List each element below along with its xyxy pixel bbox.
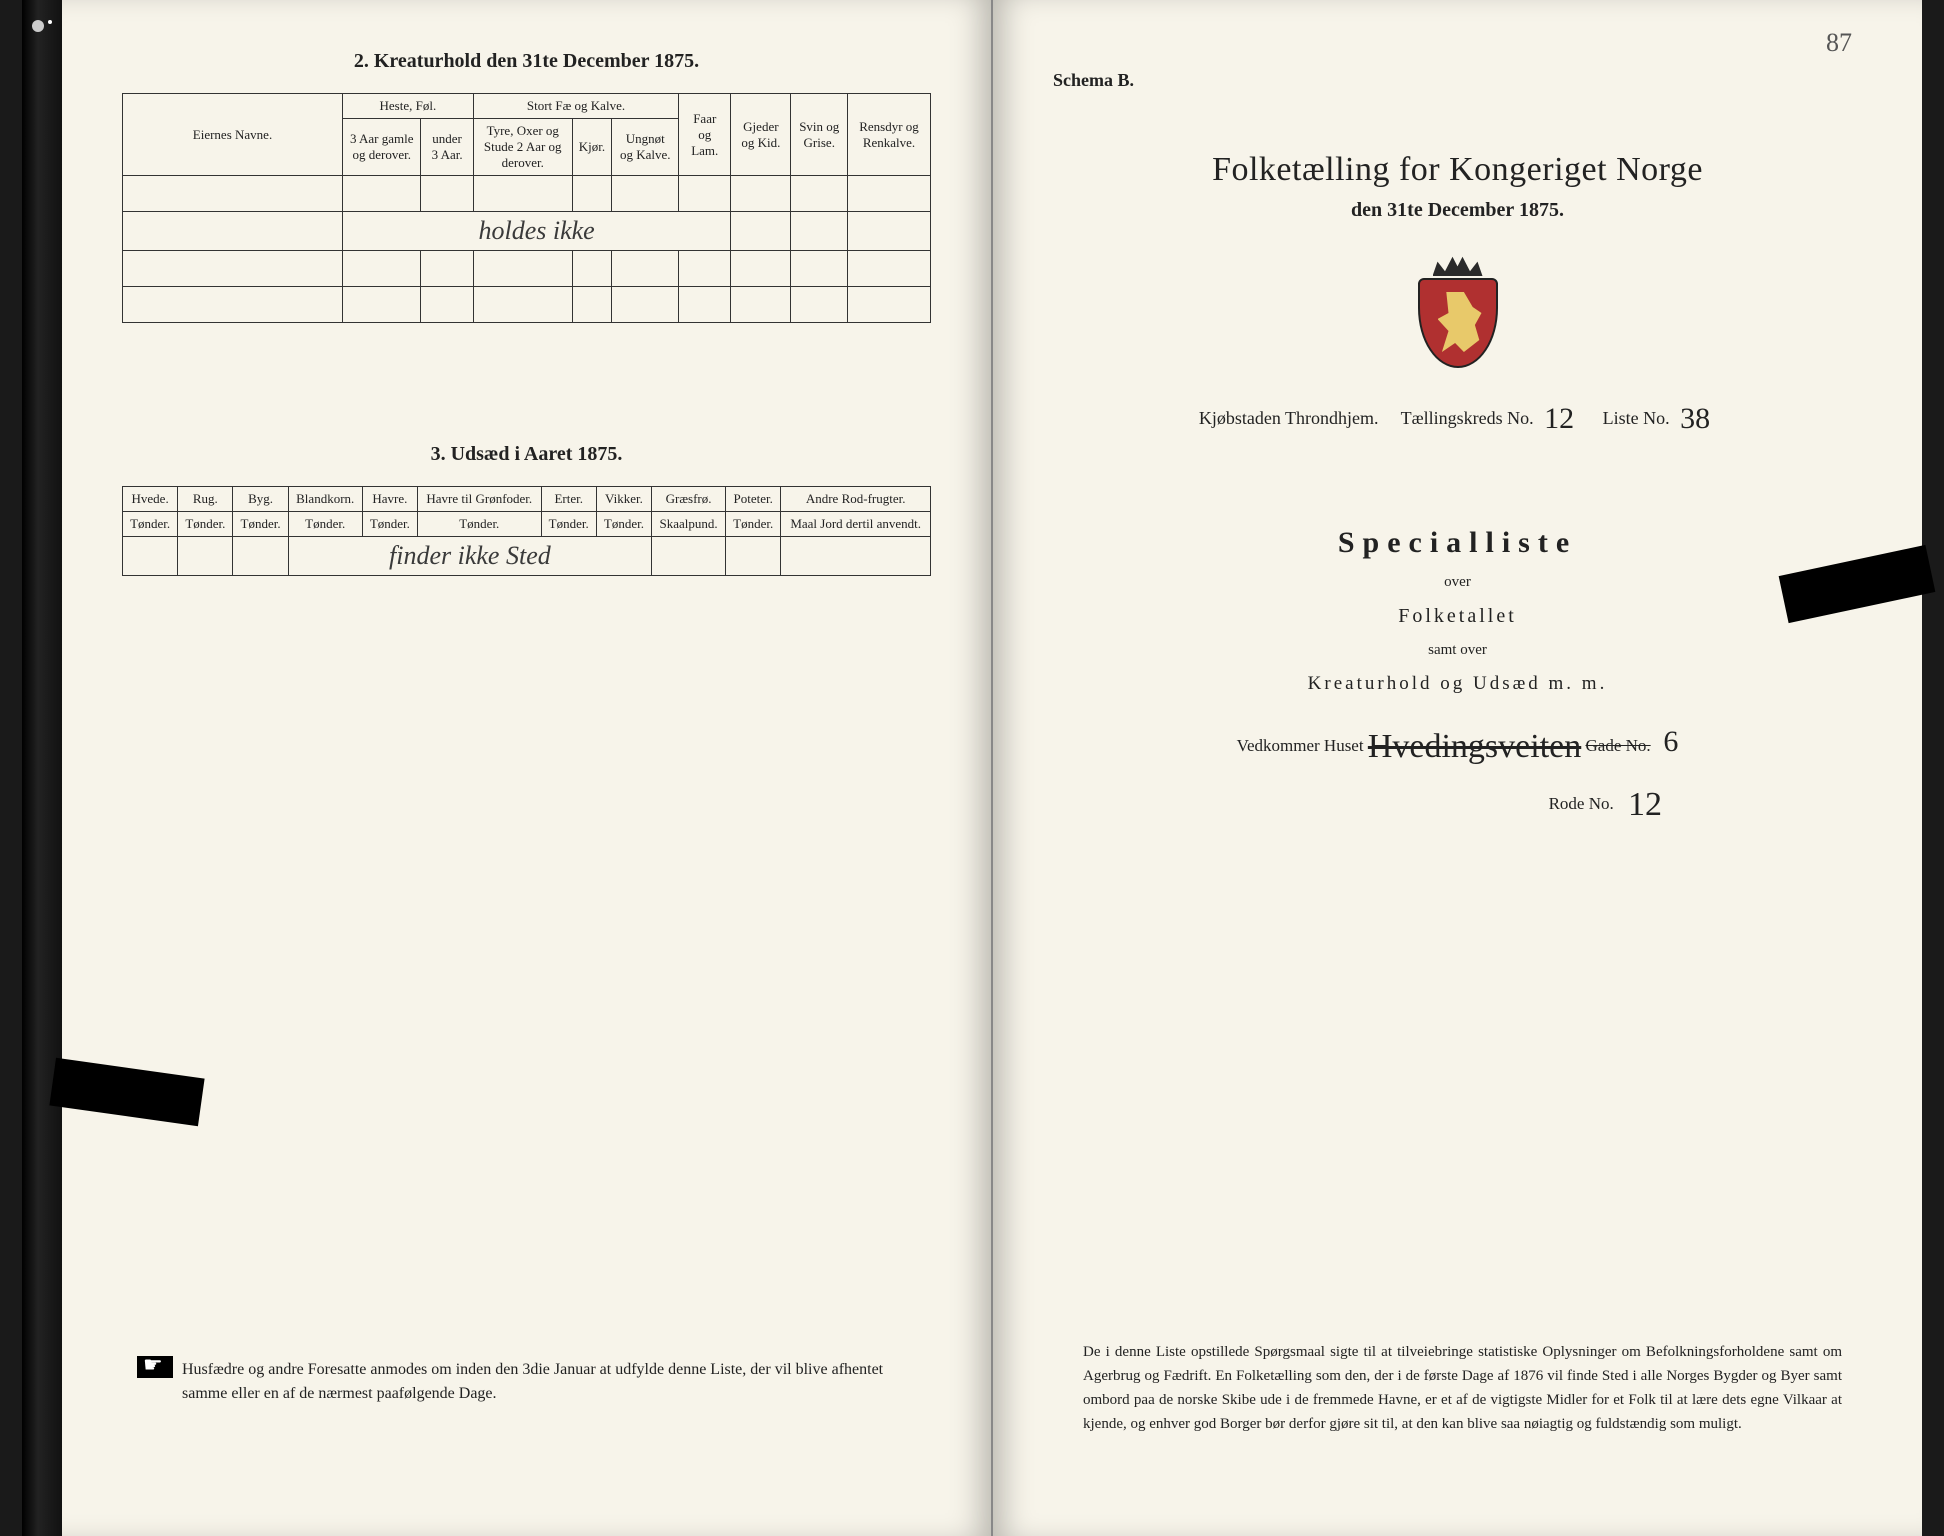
col-pigs: Svin og Grise. xyxy=(791,94,848,176)
book-spread: 2. Kreaturhold den 31te December 1875. E… xyxy=(22,0,1922,1536)
u3-1: Tønder. xyxy=(178,512,233,537)
c3-7: Vikker. xyxy=(596,487,651,512)
tk-value: 12 xyxy=(1538,402,1580,435)
col-bulls: Tyre, Oxer og Stude 2 Aar og derover. xyxy=(473,119,572,176)
schema-label: Schema B. xyxy=(1053,70,1862,91)
samt-over-label: samt over xyxy=(1053,642,1862,659)
col-cows: Kjør. xyxy=(572,119,611,176)
c3-0: Hvede. xyxy=(123,487,178,512)
group-horses: Heste, Føl. xyxy=(343,94,474,119)
c3-6: Erter. xyxy=(541,487,596,512)
over-label: over xyxy=(1053,574,1862,591)
c3-3: Blandkorn. xyxy=(288,487,362,512)
city-line: Kjøbstaden Throndhjem. Tællingskreds No.… xyxy=(1053,402,1862,436)
special-title: Specialliste xyxy=(1053,526,1862,560)
col-sheep: Faar og Lam. xyxy=(679,94,731,176)
col-horse-3plus: 3 Aar gamle og derover. xyxy=(343,119,421,176)
kreatur-label: Kreaturhold og Udsæd m. m. xyxy=(1053,673,1862,695)
c3-4: Havre. xyxy=(362,487,417,512)
main-title: Folketælling for Kongeriget Norge xyxy=(1053,151,1862,189)
col-owners: Eiernes Navne. xyxy=(123,94,343,176)
c3-1: Rug. xyxy=(178,487,233,512)
c3-8: Græsfrø. xyxy=(652,487,726,512)
col-goats: Gjeder og Kid. xyxy=(731,94,791,176)
liste-label: Liste No. xyxy=(1603,408,1670,428)
u3-8: Skaalpund. xyxy=(652,512,726,537)
coat-of-arms-icon xyxy=(1410,252,1505,372)
section3-handwritten: finder ikke Sted xyxy=(288,537,651,576)
group-cattle: Stort Fæ og Kalve. xyxy=(473,94,679,119)
liste-value: 38 xyxy=(1674,402,1716,435)
u3-6: Tønder. xyxy=(541,512,596,537)
gade-label: Gade No. xyxy=(1586,736,1651,755)
sub-title: den 31te December 1875. xyxy=(1053,199,1862,222)
c3-2: Byg. xyxy=(233,487,288,512)
section2-table: Eiernes Navne. Heste, Føl. Stort Fæ og K… xyxy=(122,93,931,323)
u3-7: Tønder. xyxy=(596,512,651,537)
u3-3: Tønder. xyxy=(288,512,362,537)
u3-9: Tønder. xyxy=(726,512,781,537)
section3-table: Hvede. Rug. Byg. Blandkorn. Havre. Havre… xyxy=(122,486,931,576)
u3-4: Tønder. xyxy=(362,512,417,537)
rode-line: Rode No. 12 xyxy=(1053,786,1862,824)
section3-title: 3. Udsæd i Aaret 1875. xyxy=(122,443,931,466)
u3-5: Tønder. xyxy=(417,512,541,537)
c3-5: Havre til Grønfoder. xyxy=(417,487,541,512)
u3-10: Maal Jord dertil anvendt. xyxy=(781,512,931,537)
tk-label: Tællingskreds No. xyxy=(1401,408,1534,428)
binding-edge xyxy=(22,0,62,1536)
rode-label: Rode No. xyxy=(1549,794,1614,813)
page-number: 87 xyxy=(1826,28,1852,58)
u3-2: Tønder. xyxy=(233,512,288,537)
rode-value: 12 xyxy=(1618,786,1662,823)
right-page: 87 Schema B. Folketælling for Kongeriget… xyxy=(993,0,1922,1536)
section2-handwritten: holdes ikke xyxy=(343,212,731,251)
u3-0: Tønder. xyxy=(123,512,178,537)
left-footer-note: Husfædre og andre Foresatte anmodes om i… xyxy=(182,1358,911,1406)
city-label: Kjøbstaden Throndhjem. xyxy=(1199,408,1379,428)
gade-value: 6 xyxy=(1663,725,1678,758)
col-horse-under3: under 3 Aar. xyxy=(421,119,473,176)
house-line: Vedkommer Huset Hvedingsveiten Gade No. … xyxy=(1053,725,1862,766)
col-reindeer: Rensdyr og Renkalve. xyxy=(848,94,931,176)
section2-title: 2. Kreaturhold den 31te December 1875. xyxy=(122,50,931,73)
pointer-hand-icon xyxy=(137,1356,173,1378)
left-page: 2. Kreaturhold den 31te December 1875. E… xyxy=(62,0,993,1536)
c3-10: Andre Rod-frugter. xyxy=(781,487,931,512)
house-label: Vedkommer Huset xyxy=(1237,736,1364,755)
house-handwritten: Hvedingsveiten xyxy=(1368,728,1581,765)
page-clip-left xyxy=(49,1058,204,1126)
c3-9: Poteter. xyxy=(726,487,781,512)
col-calves: Ungnøt og Kalve. xyxy=(612,119,679,176)
bottom-paragraph: De i denne Liste opstillede Spørgsmaal s… xyxy=(1083,1340,1842,1436)
folketallet-label: Folketallet xyxy=(1053,605,1862,628)
